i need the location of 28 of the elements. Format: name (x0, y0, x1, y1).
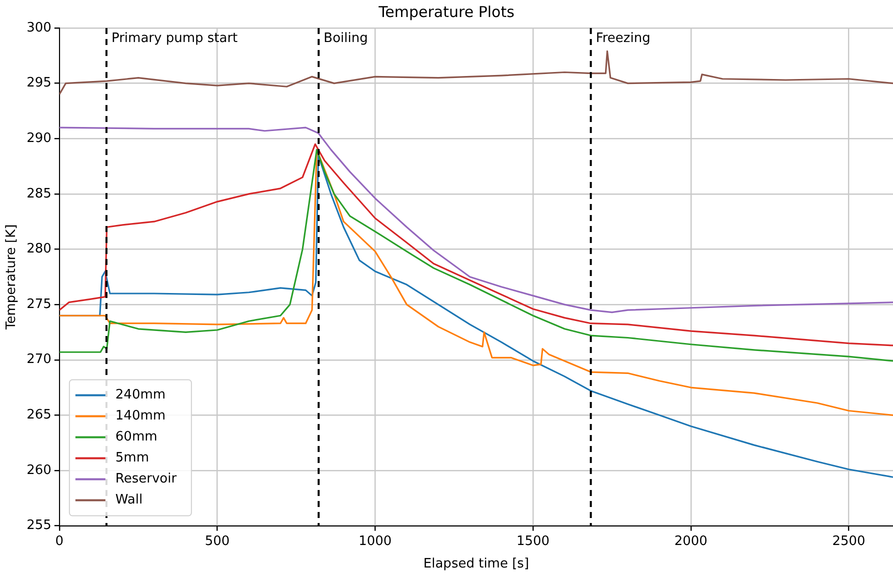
x-tick-label: 1500 (516, 534, 550, 549)
y-tick-label: 275 (26, 296, 52, 312)
y-tick-label: 260 (26, 462, 52, 478)
legend-label: 240mm (115, 388, 166, 403)
legend-label: 60mm (115, 430, 158, 445)
y-tick-label: 270 (26, 352, 52, 368)
legend-label: 140mm (115, 408, 166, 424)
legend-label: Reservoir (115, 472, 178, 487)
y-tick-label: 255 (26, 518, 52, 534)
y-tick-label: 295 (26, 76, 52, 91)
x-tick-label: 2000 (674, 534, 708, 549)
chart-title: Temperature Plots (378, 2, 515, 21)
y-tick-label: 265 (26, 408, 52, 423)
y-tick-label: 290 (26, 130, 52, 146)
y-tick-label: 280 (26, 242, 52, 257)
y-axis-title: Temperature [K] (4, 224, 20, 330)
y-tick-label: 285 (26, 186, 52, 202)
ref-line-label: Primary pump start (111, 30, 238, 46)
ref-line-label: Boiling (324, 30, 368, 46)
y-tick-label: 300 (26, 20, 52, 36)
legend-label: Wall (115, 492, 143, 508)
x-tick-label: 500 (204, 534, 230, 549)
ref-line-label: Freezing (596, 30, 650, 46)
x-tick-label: 0 (55, 534, 64, 549)
x-axis-title: Elapsed time [s] (423, 556, 530, 572)
x-tick-label: 2500 (832, 534, 866, 549)
legend-label: 5mm (115, 450, 150, 466)
x-tick-label: 1000 (358, 534, 392, 549)
